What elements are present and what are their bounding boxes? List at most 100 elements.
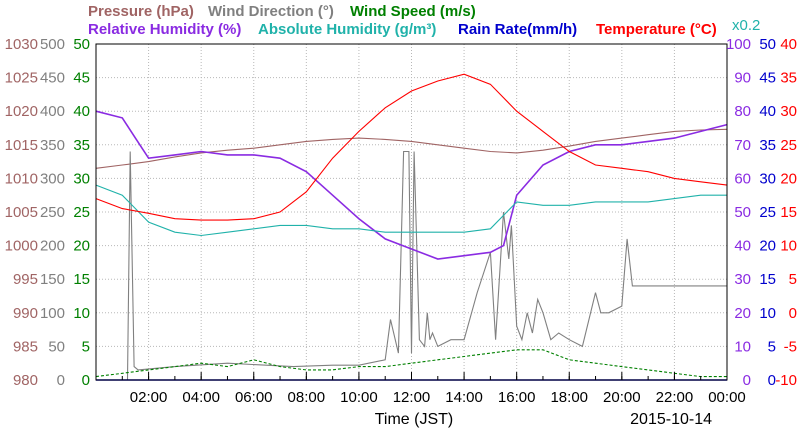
y-tick-label-axis3: 70 (734, 137, 751, 154)
x-axis: 02:00 04:00 06:00 08:00 10:00 12:00 14:00 16:00… (121, 372, 746, 406)
y-tick-label-axis0: 1030 (5, 36, 38, 53)
y-tick-label-axis5: 40 (780, 36, 797, 53)
y-tick-label-axis3: 80 (734, 103, 751, 120)
y-tick-label-axis5: 0 (789, 305, 797, 322)
y-tick-label-axis1: 100 (40, 305, 65, 322)
y-tick-label-axis5: 5 (789, 271, 797, 288)
y-tick-label-axis0: 995 (13, 271, 38, 288)
y-tick-label-axis2: 30 (73, 170, 90, 187)
y-tick-label-axis5: 15 (780, 204, 797, 221)
legend-item-row1-2: Wind Speed (m/s) (350, 3, 476, 20)
y-tick-label-axis3: 90 (734, 70, 751, 87)
y-tick-label-axis5: -10 (775, 372, 797, 389)
y-tick-label-axis1: 150 (40, 271, 65, 288)
y-tick-label-axis2: 35 (73, 137, 90, 154)
y-tick-label-axis0: 980 (13, 372, 38, 389)
y-tick-label-axis2: 45 (73, 70, 90, 87)
y-tick-label-axis0: 1015 (5, 137, 38, 154)
y-tick-label-axis4: 5 (768, 338, 776, 355)
y-tick-label-axis3: 100 (726, 36, 751, 53)
x-tick-label: 08:00 (288, 389, 326, 406)
y-tick-label-axis1: 250 (40, 204, 65, 221)
series-line-4 (95, 184, 727, 237)
y-tick-label-axis0: 1020 (5, 103, 38, 120)
y-tick-label-axis3: 30 (734, 271, 751, 288)
y-tick-label-axis0: 990 (13, 305, 38, 322)
y-tick-label-axis4: 25 (759, 204, 776, 221)
y-tick-label-axis0: 1005 (5, 204, 38, 221)
y-tick-label-axis5: 25 (780, 137, 797, 154)
legend-item-row1-0: Pressure (hPa) (88, 3, 194, 20)
y-tick-label-axis0: 985 (13, 338, 38, 355)
y-tick-label-axis0: 1025 (5, 70, 38, 87)
y-tick-label-axis3: 60 (734, 170, 751, 187)
legend-item-row2-1: Absolute Humidity (g/m³) (258, 21, 436, 38)
x-tick-label: 12:00 (393, 389, 431, 406)
x-tick-label: 06:00 (235, 389, 273, 406)
date-label: 2015-10-14 (630, 411, 712, 428)
y-tick-label-axis2: 25 (73, 204, 90, 221)
legend-item-row2-2: Rain Rate(mm/h) (458, 21, 577, 38)
x-tick-label: 22:00 (656, 389, 694, 406)
x-tick-label: 14:00 (445, 389, 483, 406)
y-tick-label-axis5: 20 (780, 170, 797, 187)
y-tick-label-axis1: 50 (48, 338, 65, 355)
y-tick-label-axis3: 20 (734, 305, 751, 322)
series-line-3 (95, 110, 728, 260)
y-tick-label-axis2: 40 (73, 103, 90, 120)
series-line-1 (96, 150, 727, 381)
x-tick-label: 10:00 (340, 389, 378, 406)
y-axes: 9809859909951000100510101015102010251030… (5, 36, 797, 389)
x-tick-label: 00:00 (708, 389, 746, 406)
series-line-0 (95, 128, 728, 169)
y-tick-label-axis1: 300 (40, 170, 65, 187)
y-tick-label-axis4: 35 (759, 137, 776, 154)
x-tick-label: 04:00 (182, 389, 220, 406)
x-axis-label: Time (JST) (375, 411, 454, 428)
y-tick-label-axis5: 10 (780, 238, 797, 255)
x-tick-label: 20:00 (603, 389, 641, 406)
y-tick-label-axis1: 350 (40, 137, 65, 154)
legend-row-2: Relative Humidity (%) Absolute Humidity (… (88, 21, 717, 38)
y-tick-label-axis2: 15 (73, 271, 90, 288)
y-tick-label-axis4: 40 (759, 103, 776, 120)
y-tick-label-axis4: 50 (759, 36, 776, 53)
y-tick-label-axis3: 0 (743, 372, 751, 389)
y-tick-label-axis4: 30 (759, 170, 776, 187)
y-tick-label-axis1: 0 (57, 372, 65, 389)
y-tick-label-axis4: 0 (768, 372, 776, 389)
y-tick-label-axis1: 500 (40, 36, 65, 53)
y-tick-label-axis4: 20 (759, 238, 776, 255)
x-tick-label: 02:00 (130, 389, 168, 406)
y-tick-label-axis3: 10 (734, 338, 751, 355)
series-line-2 (95, 349, 727, 378)
y-tick-label-axis1: 450 (40, 70, 65, 87)
y-tick-label-axis1: 200 (40, 238, 65, 255)
x-tick-label: 18:00 (550, 389, 588, 406)
legend-item-row2-3: Temperature (°C) (596, 21, 717, 38)
y-tick-label-axis2: 50 (73, 36, 90, 53)
y-tick-label-axis5: 30 (780, 103, 797, 120)
multiplier-label: x0.2 (732, 17, 760, 34)
y-tick-label-axis5: 35 (780, 70, 797, 87)
y-tick-label-axis2: 5 (82, 338, 90, 355)
y-tick-label-axis3: 50 (734, 204, 751, 221)
legend-item-row1-1: Wind Direction (°) (208, 3, 334, 20)
y-tick-label-axis1: 400 (40, 103, 65, 120)
series-line-6 (95, 73, 728, 221)
y-tick-label-axis2: 10 (73, 305, 90, 322)
y-tick-label-axis2: 0 (82, 372, 90, 389)
legend-row-1: Pressure (hPa) Wind Direction (°) Wind Spe… (88, 3, 476, 20)
y-tick-label-axis0: 1000 (5, 238, 38, 255)
y-tick-label-axis5: -5 (784, 338, 797, 355)
y-tick-label-axis0: 1010 (5, 170, 38, 187)
y-tick-label-axis4: 45 (759, 70, 776, 87)
legend-item-row2-0: Relative Humidity (%) (88, 21, 241, 38)
y-tick-label-axis2: 20 (73, 238, 90, 255)
x-tick-label: 16:00 (498, 389, 536, 406)
y-tick-label-axis3: 40 (734, 238, 751, 255)
y-tick-label-axis4: 10 (759, 305, 776, 322)
y-tick-label-axis4: 15 (759, 271, 776, 288)
